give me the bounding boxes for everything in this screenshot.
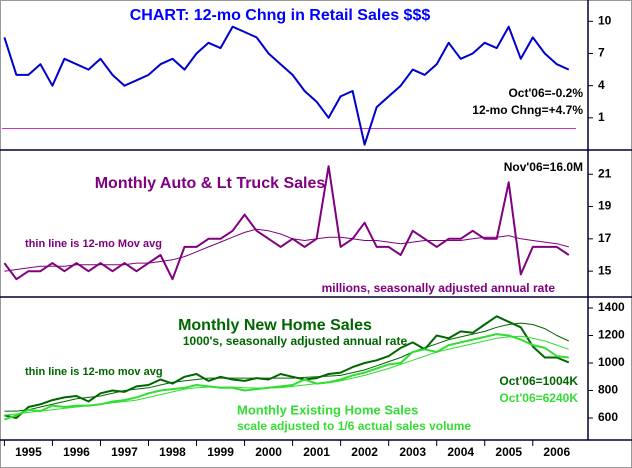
y-tick-label: 4 xyxy=(598,78,605,92)
annotation: 1000's, seasonally adjusted annual rate xyxy=(183,334,408,348)
x-tick-label: 1999 xyxy=(207,445,234,459)
series-label: Monthly New Home Sales xyxy=(178,317,372,334)
x-tick-label: 1995 xyxy=(15,445,42,459)
annotation: thin line is 12-mo mov avg xyxy=(25,366,163,378)
y-tick-label: 1200 xyxy=(598,328,625,342)
annotation: millions, seasonally adjusted annual rat… xyxy=(322,281,556,295)
chart-title: CHART: 12-mo Chng in Retail Sales $$$ xyxy=(130,7,431,24)
x-tick-label: 2000 xyxy=(255,445,282,459)
x-tick-label: 2005 xyxy=(495,445,522,459)
annotation: Oct'06=-0.2% xyxy=(508,86,583,100)
x-tick-label: 2006 xyxy=(543,445,570,459)
series-line xyxy=(4,228,569,272)
y-tick-label: 1000 xyxy=(598,355,625,369)
y-tick-label: 17 xyxy=(598,231,612,245)
y-tick-label: 19 xyxy=(598,199,612,213)
x-tick-label: 2003 xyxy=(399,445,426,459)
x-tick-label: 1997 xyxy=(111,445,138,459)
annotation: thin line is 12-mo Mov avg xyxy=(25,238,162,250)
series-label: Monthly Existing Home Sales xyxy=(237,402,418,417)
y-tick-label: 7 xyxy=(598,46,605,60)
x-tick-label: 2004 xyxy=(447,445,474,459)
x-tick-label: 2001 xyxy=(303,445,330,459)
series-line xyxy=(4,322,570,412)
annotation: Nov'06=16.0M xyxy=(504,160,583,174)
series-label: Monthly Auto & Lt Truck Sales xyxy=(95,175,326,192)
annotation: scale adjusted to 1/6 actual sales volum… xyxy=(237,419,471,433)
annotation: 12-mo Chng=+4.7% xyxy=(472,103,583,117)
series-line xyxy=(4,315,570,419)
x-tick-label: 1996 xyxy=(63,445,90,459)
annotation: Oct'06=1004K xyxy=(499,374,578,388)
y-tick-label: 600 xyxy=(598,410,618,424)
y-tick-label: 1 xyxy=(598,110,605,124)
y-tick-label: 10 xyxy=(598,13,612,27)
y-tick-label: 1400 xyxy=(598,300,625,314)
y-tick-label: 15 xyxy=(598,263,612,277)
series-line xyxy=(3,25,570,146)
y-tick-label: 21 xyxy=(598,166,612,180)
y-tick-label: 800 xyxy=(598,383,618,397)
x-tick-label: 2002 xyxy=(351,445,378,459)
series-line xyxy=(4,335,569,416)
x-tick-label: 1998 xyxy=(159,445,186,459)
annotation: Oct'06=6240K xyxy=(499,391,578,405)
